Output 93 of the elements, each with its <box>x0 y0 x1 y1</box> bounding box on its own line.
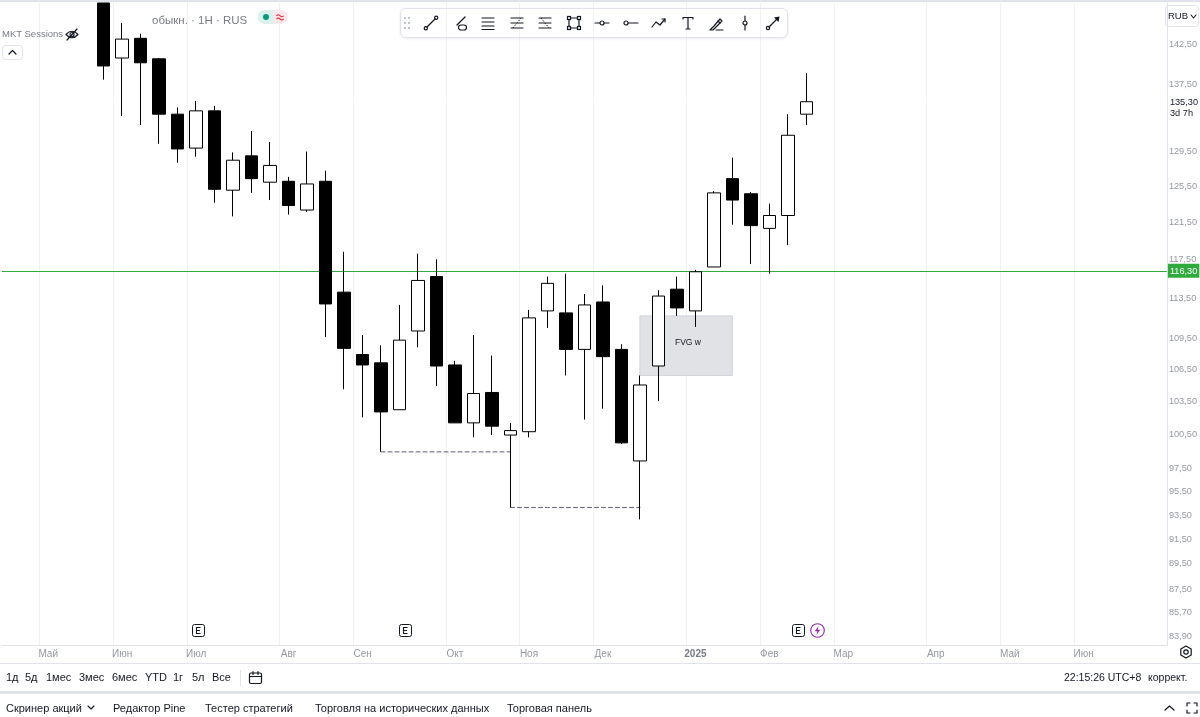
y-tick-label: 85,70 <box>1168 606 1192 617</box>
text: 5л <box>192 670 205 683</box>
x-tick-label: Авг <box>280 647 297 659</box>
candlestick <box>282 176 295 216</box>
candlestick <box>263 141 277 201</box>
candlestick <box>707 190 721 268</box>
x-tick-label: Май <box>999 647 1020 659</box>
candlestick <box>744 191 758 265</box>
text: 5д <box>25 670 38 683</box>
x-tick-label: Май <box>38 647 59 659</box>
candlestick <box>171 107 184 164</box>
x-tick-label: Ноя <box>519 647 539 659</box>
text: 3мес <box>79 670 105 683</box>
candlestick <box>430 258 443 387</box>
text: коррект. <box>1148 670 1188 683</box>
x-tick-label: Фев <box>760 647 779 659</box>
candlestick <box>485 355 499 436</box>
text: 3d 7h <box>1170 108 1193 119</box>
y-tick-label: 142,50 <box>1168 38 1198 49</box>
candlestick <box>337 251 351 390</box>
x-tick-label: Июн <box>1073 647 1094 659</box>
y-tick-label: 129,50 <box>1168 145 1198 156</box>
text: 1г <box>173 670 184 683</box>
y-tick-label: 117,50 <box>1168 254 1197 265</box>
annotation: FVG w <box>675 336 701 347</box>
y-tick-label: 83,90 <box>1168 630 1192 641</box>
text: 1мес <box>46 670 72 683</box>
candlestick <box>596 284 610 410</box>
y-tick-label: 103,50 <box>1168 396 1198 407</box>
y-tick-label: 106,50 <box>1168 364 1198 375</box>
annotation: MKT Sessions <box>2 28 64 40</box>
y-tick-label: 97,50 <box>1168 462 1192 473</box>
text: Тестер стратегий <box>205 701 293 714</box>
text: Редактор Pine <box>113 701 186 714</box>
text: Все <box>212 670 231 683</box>
text: обыкн. · 1Н · RUS <box>152 14 248 26</box>
candlestick <box>319 170 332 338</box>
y-tick-label: 121,50 <box>1168 216 1198 227</box>
candlestick <box>393 304 406 411</box>
y-tick-label: 93,50 <box>1168 509 1192 520</box>
x-tick-label: Июл <box>185 647 207 659</box>
x-tick-label: Мар <box>833 647 854 659</box>
candlestick <box>97 2 110 81</box>
y-tick-label: 109,50 <box>1168 333 1198 344</box>
text: Скринер акций <box>6 701 82 714</box>
candlestick <box>670 276 684 317</box>
y-tick-label: 91,50 <box>1168 533 1192 544</box>
candlestick <box>578 293 591 421</box>
x-tick-label: Дек <box>594 647 612 659</box>
y-tick-label: 125,50 <box>1168 180 1198 191</box>
text: YTD <box>145 670 167 683</box>
candlestick <box>226 151 240 217</box>
text: 22:15:26 UTC+8 <box>1064 670 1142 683</box>
candlestick <box>504 422 517 508</box>
y-tick-label: 113,50 <box>1168 293 1197 304</box>
y-tick-label: 137,50 <box>1168 78 1198 89</box>
ref-line-label: 116,30 <box>1169 265 1198 276</box>
candlestick <box>356 334 369 418</box>
candlestick <box>615 343 628 445</box>
candlestick <box>134 33 147 126</box>
y-tick-label: 87,50 <box>1168 583 1192 594</box>
candlestick <box>652 289 665 402</box>
candlestick <box>448 360 462 424</box>
candlestick <box>300 151 314 213</box>
text: Торговля на исторических данных <box>315 701 490 714</box>
text: RUB <box>1168 10 1189 22</box>
text: 6мес <box>112 670 138 683</box>
candlestick <box>245 130 258 194</box>
candlestick <box>726 157 739 226</box>
candlestick <box>152 57 166 145</box>
x-tick-label: Июн <box>112 647 133 659</box>
candlestick <box>541 276 554 329</box>
candlestick <box>522 309 536 438</box>
ref-line-label: 135,30 <box>1169 96 1199 107</box>
candlestick <box>374 344 388 453</box>
candlestick <box>689 269 702 328</box>
candlestick <box>208 105 221 204</box>
candlestick <box>411 253 425 348</box>
text: 1д <box>6 670 19 683</box>
x-tick-label: 2025 <box>684 647 707 659</box>
x-tick-label: Окт <box>446 647 464 659</box>
candlestick <box>763 203 776 275</box>
x-tick-label: Апр <box>926 647 946 659</box>
candlestick <box>559 273 573 376</box>
candlestick <box>800 72 813 126</box>
y-tick-label: 89,50 <box>1168 558 1192 569</box>
candlestick <box>633 374 647 520</box>
candlestick <box>467 334 480 438</box>
y-tick-label: 100,50 <box>1168 428 1198 439</box>
text: Торговая панель <box>507 701 592 714</box>
candlestick <box>781 113 795 246</box>
x-tick-label: Сен <box>353 647 372 659</box>
y-tick-label: 95,50 <box>1168 485 1192 496</box>
